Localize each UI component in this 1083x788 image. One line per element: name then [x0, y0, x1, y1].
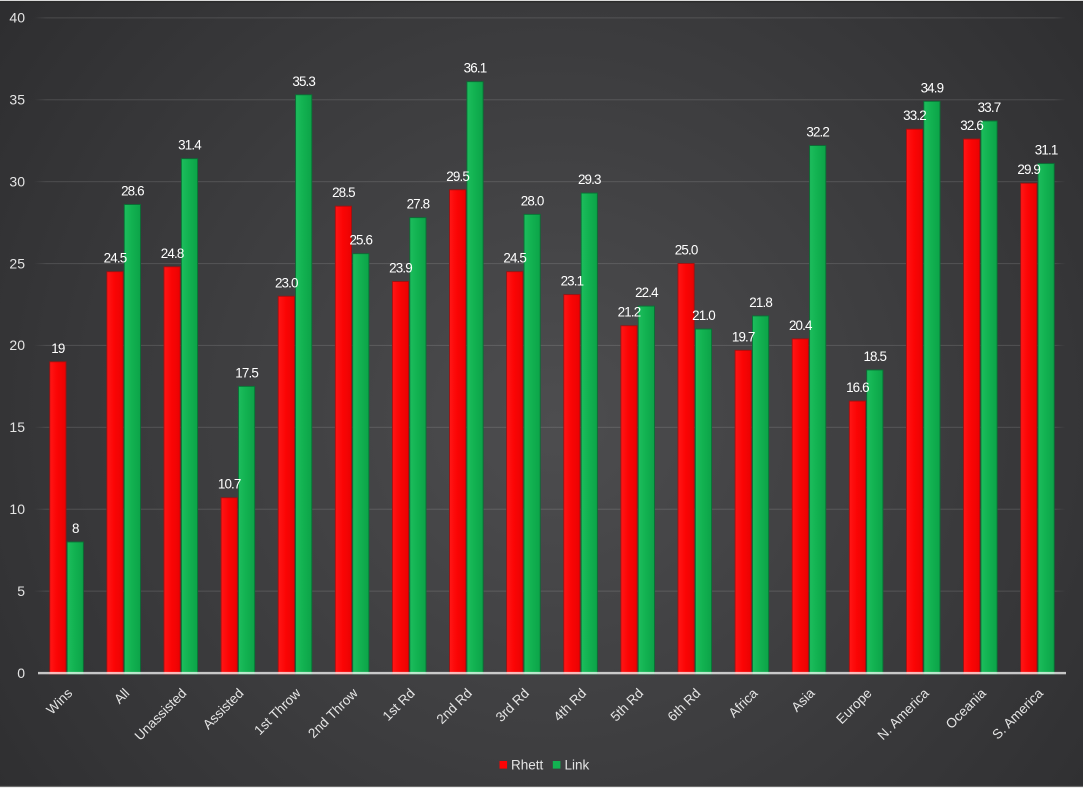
svg-text:33.7: 33.7: [978, 100, 1001, 115]
svg-text:18.5: 18.5: [863, 349, 886, 364]
svg-text:23.1: 23.1: [561, 274, 584, 289]
svg-text:21.8: 21.8: [749, 295, 772, 310]
svg-text:20.4: 20.4: [789, 318, 813, 333]
svg-text:16.6: 16.6: [846, 380, 869, 395]
svg-text:Rhett: Rhett: [511, 757, 544, 772]
svg-text:32.6: 32.6: [960, 118, 983, 133]
svg-text:10: 10: [9, 501, 25, 517]
svg-text:19.7: 19.7: [732, 329, 755, 344]
svg-text:21.2: 21.2: [618, 305, 641, 320]
svg-text:28.0: 28.0: [521, 193, 544, 208]
svg-text:23.0: 23.0: [275, 275, 298, 290]
svg-text:19: 19: [51, 341, 65, 356]
svg-text:Link: Link: [565, 757, 590, 772]
svg-text:23.9: 23.9: [389, 261, 412, 276]
svg-text:15: 15: [9, 419, 25, 435]
svg-text:24.5: 24.5: [503, 251, 526, 266]
svg-text:29.5: 29.5: [446, 169, 469, 184]
svg-text:36.1: 36.1: [464, 61, 487, 76]
svg-text:31.1: 31.1: [1035, 143, 1058, 158]
svg-text:21.0: 21.0: [692, 308, 715, 323]
svg-text:29.3: 29.3: [578, 172, 601, 187]
svg-text:25.0: 25.0: [675, 243, 698, 258]
svg-text:10.7: 10.7: [218, 477, 241, 492]
svg-text:25: 25: [9, 255, 25, 271]
svg-text:35: 35: [9, 92, 25, 108]
svg-text:33.2: 33.2: [903, 108, 926, 123]
svg-text:35.3: 35.3: [292, 74, 315, 89]
svg-text:40: 40: [9, 10, 25, 26]
svg-text:32.2: 32.2: [806, 125, 829, 140]
svg-text:24.5: 24.5: [104, 251, 127, 266]
svg-text:17.5: 17.5: [235, 365, 258, 380]
svg-text:5: 5: [17, 583, 25, 599]
svg-text:27.8: 27.8: [407, 197, 430, 212]
svg-text:28.5: 28.5: [332, 185, 355, 200]
svg-text:31.4: 31.4: [178, 138, 202, 153]
svg-text:22.4: 22.4: [635, 285, 659, 300]
svg-text:25.6: 25.6: [349, 233, 372, 248]
svg-text:8: 8: [72, 521, 79, 536]
svg-text:34.9: 34.9: [921, 80, 944, 95]
svg-text:30: 30: [9, 173, 25, 189]
svg-text:20: 20: [9, 337, 25, 353]
svg-text:0: 0: [17, 665, 25, 681]
svg-text:28.6: 28.6: [121, 184, 144, 199]
svg-text:29.9: 29.9: [1017, 162, 1040, 177]
svg-text:24.8: 24.8: [161, 246, 184, 261]
